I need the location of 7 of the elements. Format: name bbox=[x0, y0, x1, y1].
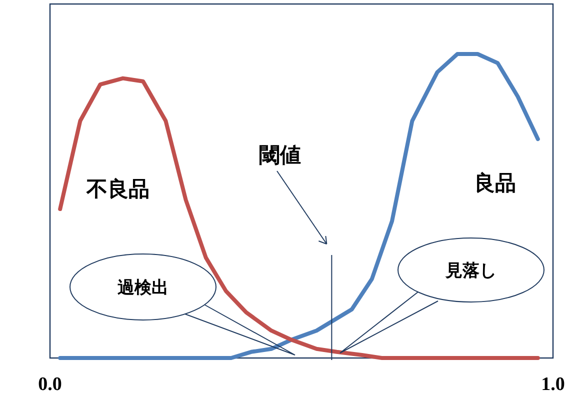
x-tick-label: 0.0 bbox=[38, 374, 62, 395]
series-label: 不良品 bbox=[86, 177, 150, 201]
annotation: 見落し bbox=[444, 261, 496, 281]
series-label: 良品 bbox=[474, 171, 516, 195]
annotation: 閾値 bbox=[259, 143, 301, 167]
annotation: 過検出 bbox=[116, 278, 168, 298]
x-tick-label: 1.0 bbox=[541, 374, 565, 395]
